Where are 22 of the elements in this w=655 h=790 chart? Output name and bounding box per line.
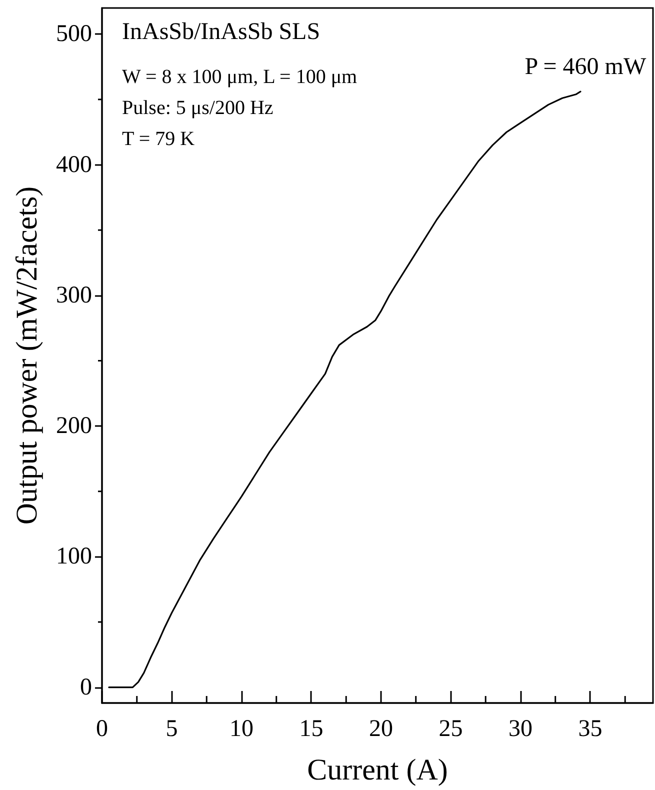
annotation: T = 79 K bbox=[122, 128, 196, 150]
x-tick-label: 30 bbox=[508, 716, 532, 742]
x-tick-label: 20 bbox=[368, 716, 393, 742]
line-series bbox=[108, 90, 582, 688]
annotation: InAsSb/InAsSb SLS bbox=[122, 19, 320, 45]
x-tick-label: 0 bbox=[96, 716, 108, 742]
x-tick-label: 25 bbox=[438, 716, 463, 742]
y-tick-label: 0 bbox=[80, 674, 92, 700]
y-tick-label: 500 bbox=[56, 21, 92, 48]
y-tick-label: 400 bbox=[56, 152, 92, 178]
y-tick-label: 200 bbox=[56, 413, 92, 440]
y-tick-label: 300 bbox=[56, 282, 92, 308]
annotation: P = 460 mW bbox=[524, 54, 646, 80]
x-axis-title: Current (A) bbox=[307, 754, 448, 786]
annotation: Pulse: 5 μs/200 Hz bbox=[122, 97, 274, 119]
y-tick-label: 100 bbox=[56, 544, 92, 570]
x-tick-label: 10 bbox=[229, 716, 254, 742]
x-tick-label: 15 bbox=[299, 716, 324, 742]
annotation: W = 8 x 100 μm, L = 100 μm bbox=[122, 66, 358, 88]
y-axis-title: Output power (mW/2facets) bbox=[10, 186, 44, 525]
x-tick-label: 35 bbox=[578, 716, 602, 742]
x-tick-label: 5 bbox=[166, 716, 178, 742]
